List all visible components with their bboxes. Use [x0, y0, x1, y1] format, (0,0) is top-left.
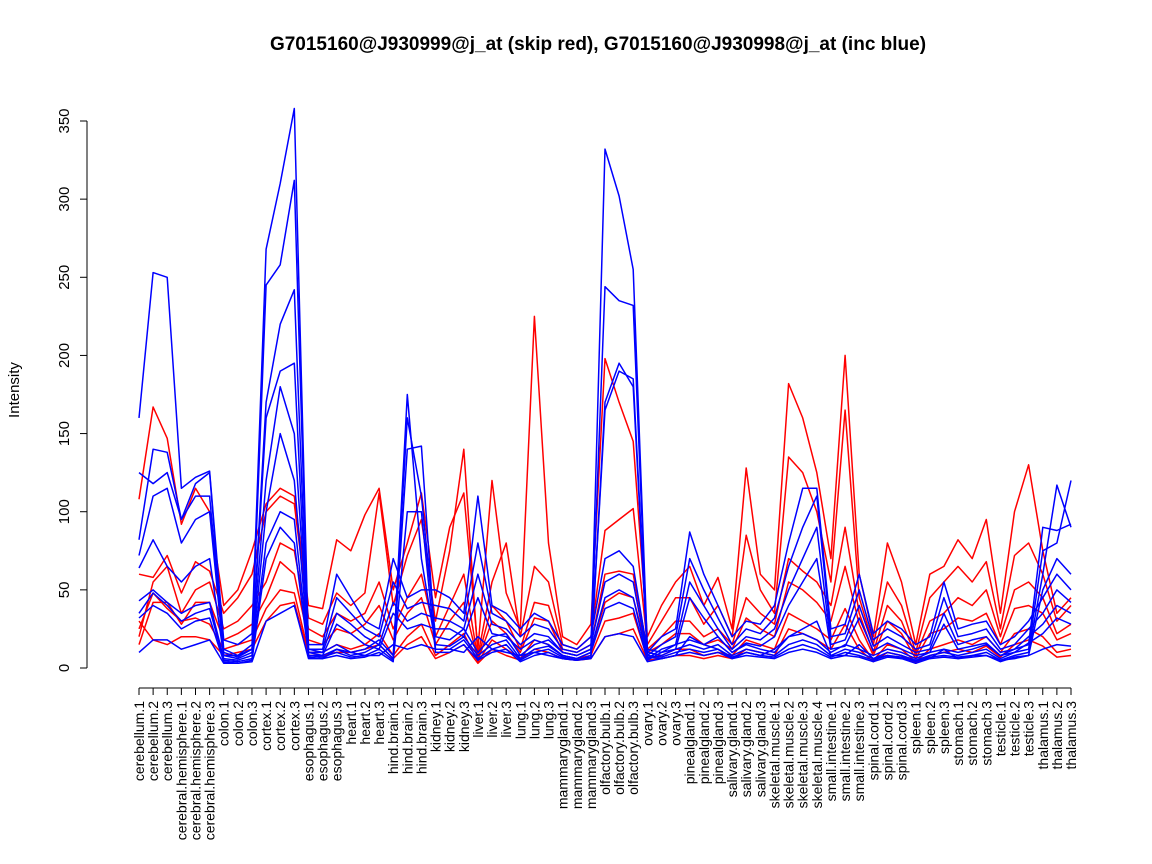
x-tick-label: olfactory.bulb.3 — [625, 701, 641, 795]
x-tick-label: cerebellum.1 — [131, 701, 147, 781]
x-tick-label: mammarygland.3 — [583, 701, 599, 809]
y-tick-label: 100 — [56, 499, 73, 524]
x-tick-label: stomach.1 — [950, 701, 966, 766]
y-tick-label: 200 — [56, 343, 73, 368]
y-tick-label: 350 — [56, 108, 73, 133]
x-tick-label: kidney.3 — [456, 701, 472, 752]
x-tick-label: pinealgland.2 — [696, 701, 712, 785]
x-tick-label: spleen.3 — [936, 701, 952, 754]
x-tick-label: small.intestine.1 — [823, 701, 839, 802]
x-tick-label: cerebellum.2 — [145, 701, 161, 781]
x-tick-label: spleen.2 — [922, 701, 938, 754]
x-tick-label: colon.2 — [230, 701, 246, 746]
x-tick-label: skeletal.muscle.4 — [809, 701, 825, 809]
x-tick-label: testicle.1 — [992, 701, 1008, 756]
x-tick-label: small.intestine.2 — [837, 701, 853, 802]
x-tick-label: liver.1 — [470, 701, 486, 738]
x-tick-label: spinal.cord.3 — [894, 701, 910, 781]
x-tick-label: heart.3 — [371, 701, 387, 745]
y-axis: 0 50 100 150 200 250 300 350 — [56, 108, 88, 672]
x-tick-label: spleen.1 — [908, 701, 924, 754]
x-tick-label: cerebellum.3 — [159, 701, 175, 781]
x-tick-label: stomach.3 — [978, 701, 994, 766]
x-tick-label: spinal.cord.1 — [865, 701, 881, 781]
x-tick-label: spinal.cord.2 — [879, 701, 895, 781]
x-tick-label: testicle.3 — [1021, 701, 1037, 756]
series-line-15 — [138, 604, 1072, 665]
series-line-9 — [138, 289, 1072, 663]
y-tick-label: 300 — [56, 187, 73, 212]
x-tick-label: skeletal.muscle.2 — [781, 701, 797, 809]
x-tick-label: olfactory.bulb.2 — [611, 701, 627, 795]
series-line-2 — [138, 409, 1072, 657]
y-tick-label: 150 — [56, 421, 73, 446]
x-axis: cerebellum.1cerebellum.2cerebellum.3cere… — [131, 687, 1079, 841]
x-tick-label: esophagus.1 — [300, 701, 316, 781]
series-group — [138, 107, 1072, 665]
x-tick-label: hind.brain.3 — [413, 701, 429, 774]
x-tick-label: salivary.gland.3 — [752, 701, 768, 797]
series-line-14 — [138, 526, 1072, 665]
x-tick-label: thalamus.1 — [1035, 701, 1051, 770]
x-tick-label: colon.3 — [244, 701, 260, 746]
x-tick-label: stomach.2 — [964, 701, 980, 766]
x-tick-label: hind.brain.2 — [399, 701, 415, 774]
x-tick-label: esophagus.3 — [329, 701, 345, 781]
x-tick-label: testicle.2 — [1007, 701, 1023, 756]
x-tick-label: liver.3 — [498, 701, 514, 738]
y-axis-label: Intensity — [6, 362, 23, 418]
x-tick-label: esophagus.2 — [315, 701, 331, 781]
x-tick-label: ovary.1 — [639, 701, 655, 746]
x-tick-label: hind.brain.1 — [385, 701, 401, 774]
x-tick-label: salivary.gland.1 — [724, 701, 740, 797]
x-tick-label: lung.3 — [541, 701, 557, 739]
x-tick-label: pinealgland.3 — [710, 701, 726, 785]
x-tick-label: pinealgland.1 — [682, 701, 698, 785]
x-tick-label: heart.2 — [357, 701, 373, 745]
series-line-13 — [138, 510, 1072, 663]
x-tick-label: lung.1 — [512, 701, 528, 739]
x-tick-label: cortex.1 — [258, 701, 274, 751]
x-tick-label: liver.2 — [484, 701, 500, 738]
x-tick-label: ovary.2 — [653, 701, 669, 746]
x-tick-label: skeletal.muscle.3 — [795, 701, 811, 809]
x-tick-label: lung.2 — [526, 701, 542, 739]
x-tick-label: thalamus.3 — [1063, 701, 1079, 770]
x-tick-label: kidney.1 — [428, 701, 444, 752]
x-tick-label: cortex.3 — [286, 701, 302, 751]
x-tick-label: cortex.2 — [272, 701, 288, 751]
y-tick-label: 250 — [56, 265, 73, 290]
x-tick-label: mammarygland.2 — [569, 701, 585, 809]
x-tick-label: olfactory.bulb.1 — [597, 701, 613, 795]
y-tick-label: 0 — [56, 664, 73, 672]
series-line-11 — [138, 385, 1072, 657]
y-tick-label: 50 — [56, 582, 73, 599]
x-tick-label: small.intestine.3 — [851, 701, 867, 802]
x-tick-label: heart.1 — [343, 701, 359, 745]
x-tick-label: colon.1 — [216, 701, 232, 746]
x-tick-label: skeletal.muscle.1 — [766, 701, 782, 809]
chart-title: G7015160@J930999@j_at (skip red), G70151… — [270, 34, 926, 55]
x-tick-label: cerebral.hemisphere.3 — [202, 701, 218, 841]
x-tick-label: kidney.2 — [442, 701, 458, 752]
x-tick-label: thalamus.2 — [1049, 701, 1065, 770]
x-tick-label: salivary.gland.2 — [738, 701, 754, 797]
series-line-7 — [138, 107, 1072, 660]
x-tick-label: mammarygland.1 — [555, 701, 571, 809]
x-tick-label: cerebral.hemisphere.2 — [187, 701, 203, 841]
x-tick-label: ovary.3 — [668, 701, 684, 746]
x-tick-label: cerebral.hemisphere.1 — [173, 701, 189, 841]
series-line-12 — [138, 432, 1072, 661]
series-line-10 — [138, 362, 1072, 665]
